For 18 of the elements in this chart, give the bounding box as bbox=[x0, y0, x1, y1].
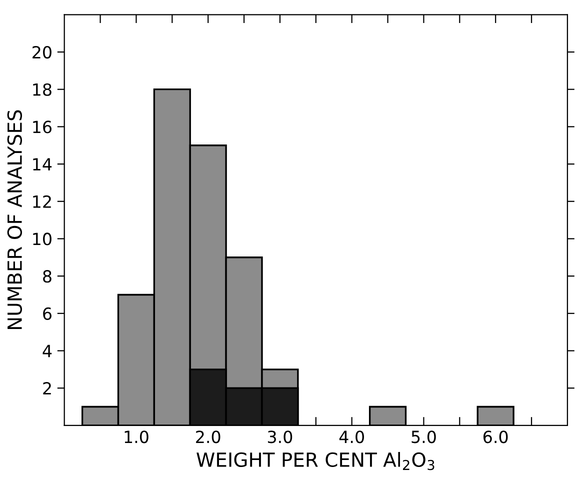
y-tick-label: 16 bbox=[33, 120, 52, 134]
y-tick-label: 18 bbox=[33, 83, 52, 96]
y-tick-label: 12 bbox=[33, 195, 51, 208]
y-tick-label: 20 bbox=[32, 46, 52, 59]
x-tick-label: 2.0 bbox=[196, 430, 220, 444]
y-tick-label: 8 bbox=[43, 270, 52, 283]
x-tick-label: 6.0 bbox=[483, 430, 508, 444]
x-tick-label: 3.0 bbox=[268, 430, 292, 444]
y-tick-label: 6 bbox=[43, 307, 52, 320]
y-tick-label: 10 bbox=[33, 232, 52, 246]
x-tick-label: 5.0 bbox=[412, 430, 436, 444]
y-tick-label: 2 bbox=[43, 382, 51, 394]
y-tick-label: 4 bbox=[42, 344, 52, 358]
y-tick-label: 14 bbox=[33, 158, 52, 170]
x-tick-label: 1.0 bbox=[124, 430, 148, 444]
x-tick-label: 4.0 bbox=[339, 430, 364, 444]
y-axis-title: NUMBER OF ANALYSES bbox=[7, 110, 22, 330]
x-axis-title: WEIGHT PER CENT Al$_{2}$O$_{3}$ bbox=[196, 452, 434, 470]
